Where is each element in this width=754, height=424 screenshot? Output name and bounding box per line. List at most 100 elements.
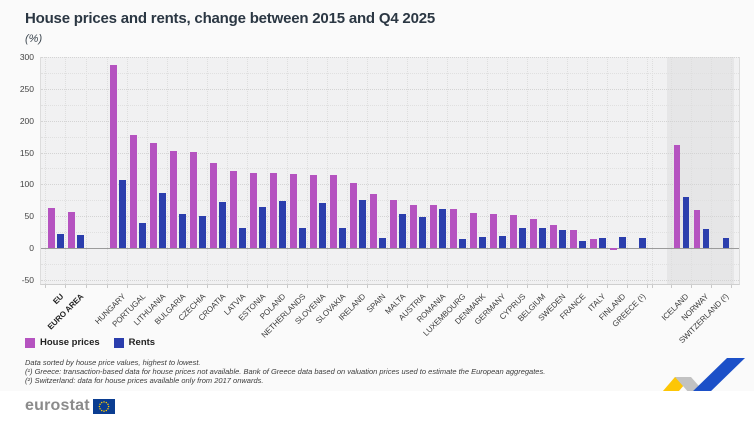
vertical-gridline: [367, 57, 368, 284]
vertical-gridline: [407, 57, 408, 284]
axis-tick: [527, 285, 528, 288]
vertical-gridline: [227, 57, 228, 284]
vertical-gridline: [187, 57, 188, 284]
horizontal-gridline: [41, 152, 739, 154]
axis-tick: [107, 285, 108, 288]
axis-tick: [85, 285, 87, 288]
bar-house-prices: [130, 135, 137, 248]
bar-house-prices: [68, 212, 75, 248]
bar-house-prices: [350, 183, 357, 248]
axis-tick: [627, 285, 628, 288]
bar-house-prices: [170, 150, 177, 248]
axis-tick: [670, 285, 672, 288]
axis-tick: [287, 285, 288, 288]
vertical-gridline: [287, 57, 288, 284]
bar-rents: [359, 200, 366, 248]
axis-tick: [467, 285, 468, 288]
horizontal-gridline: [41, 120, 739, 122]
horizontal-gridline: [41, 168, 739, 170]
axis-tick: [387, 285, 388, 288]
bar-rents: [682, 197, 689, 248]
footnote-switzerland: (²) Switzerland: data for house prices a…: [25, 376, 264, 385]
footnote-sorting: Data sorted by house price values, highe…: [25, 358, 201, 367]
bar-house-prices: [570, 230, 577, 248]
bar-house-prices: [150, 142, 157, 248]
vertical-gridline: [527, 57, 528, 284]
bar-rents: [279, 200, 286, 248]
vertical-gridline: [147, 57, 148, 284]
bar-rents: [219, 202, 226, 248]
axis-tick: [447, 285, 448, 288]
horizontal-gridline: [41, 88, 739, 90]
horizontal-gridline: [41, 57, 739, 58]
bar-rents: [179, 214, 186, 248]
bar-house-prices: [450, 208, 457, 248]
bar-house-prices: [190, 151, 197, 248]
bar-rents: [57, 234, 64, 248]
bar-rents: [379, 238, 386, 248]
y-axis-tick-label: 150: [19, 147, 34, 158]
eurostat-logo: eurostat: [25, 397, 115, 415]
bar-rents: [702, 228, 709, 248]
footnotes: Data sorted by house price values, highe…: [25, 358, 545, 385]
vertical-gridline: [710, 57, 712, 284]
bar-house-prices: [610, 248, 617, 250]
axis-tick: [507, 285, 508, 288]
bar-rents: [559, 230, 566, 248]
bar-rents: [459, 239, 466, 248]
y-axis-tick-label: 0: [29, 243, 34, 253]
legend-item-rents: Rents: [113, 337, 156, 348]
axis-tick: [327, 285, 328, 288]
bar-rents: [77, 235, 84, 248]
vertical-gridline: [427, 57, 428, 284]
y-axis-tick-label: 300: [19, 52, 34, 62]
bar-house-prices: [430, 205, 437, 248]
bar-rents: [419, 217, 426, 248]
vertical-gridline: [651, 57, 653, 284]
vertical-gridline: [107, 57, 108, 284]
bar-house-prices: [490, 214, 497, 248]
chart-title: House prices and rents, change between 2…: [25, 10, 436, 27]
bar-house-prices: [410, 204, 417, 248]
axis-tick: [45, 285, 46, 288]
axis-tick: [307, 285, 308, 288]
y-axis-tick-label: 250: [19, 83, 34, 94]
plot-area: [40, 57, 740, 288]
vertical-gridline: [307, 57, 308, 284]
bar-rents: [339, 228, 346, 248]
axis-tick: [65, 285, 67, 288]
legend-label-house-prices: House prices: [40, 337, 100, 348]
axis-tick: [427, 285, 428, 288]
legend-label-rents: Rents: [128, 337, 156, 348]
y-axis-tick-label: 50: [24, 211, 34, 222]
bar-rents: [159, 192, 166, 248]
bar-house-prices: [230, 171, 237, 248]
bar-house-prices: [310, 174, 317, 248]
vertical-gridline: [387, 57, 388, 284]
legend: House prices Rents: [25, 337, 155, 348]
y-axis-tick-label: 100: [19, 179, 34, 190]
vertical-gridline: [567, 57, 568, 284]
bar-house-prices: [48, 207, 55, 248]
vertical-gridline: [167, 57, 168, 284]
axis-tick: [267, 285, 268, 288]
vertical-gridline: [627, 57, 628, 284]
vertical-gridline: [467, 57, 468, 284]
bar-house-prices: [530, 218, 537, 248]
bar-house-prices: [693, 209, 700, 248]
axis-tick: [487, 285, 488, 288]
bar-rents: [399, 214, 406, 248]
bar-rents: [119, 179, 126, 248]
bar-house-prices: [550, 225, 557, 248]
axis-tick: [207, 285, 208, 288]
vertical-gridline: [65, 57, 67, 284]
footer-bar: eurostat: [0, 391, 754, 424]
vertical-gridline: [207, 57, 208, 284]
bar-house-prices: [390, 199, 397, 248]
eu-flag-icon: [92, 398, 115, 414]
axis-tick: [187, 285, 188, 288]
horizontal-gridline: [41, 184, 739, 186]
bar-rents: [722, 238, 729, 248]
bar-rents: [519, 228, 526, 248]
